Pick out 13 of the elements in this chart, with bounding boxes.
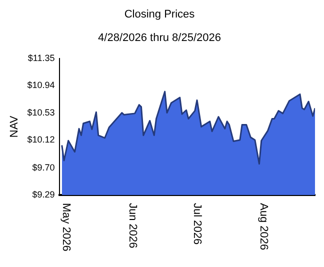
x-tick-label: May 2026: [60, 203, 72, 252]
y-tick-label: $9.70: [32, 162, 55, 172]
y-tick-label: $9.29: [32, 189, 55, 200]
x-tick-label: Aug 2026: [257, 203, 270, 250]
x-tick-label: Jul 2026: [190, 203, 203, 245]
chart-subtitle: 4/28/2026 thru 8/25/2026: [98, 32, 221, 44]
x-tick-label: Jun 2026: [126, 203, 139, 248]
chart-title: Closing Prices: [124, 8, 196, 21]
y-tick-label: $10.12: [27, 134, 55, 144]
y-tick-label: $10.94: [27, 80, 55, 90]
y-tick-label: $10.53: [27, 107, 55, 118]
y-axis-title: NAV: [8, 115, 21, 138]
y-tick-label: $11.35: [28, 52, 55, 63]
